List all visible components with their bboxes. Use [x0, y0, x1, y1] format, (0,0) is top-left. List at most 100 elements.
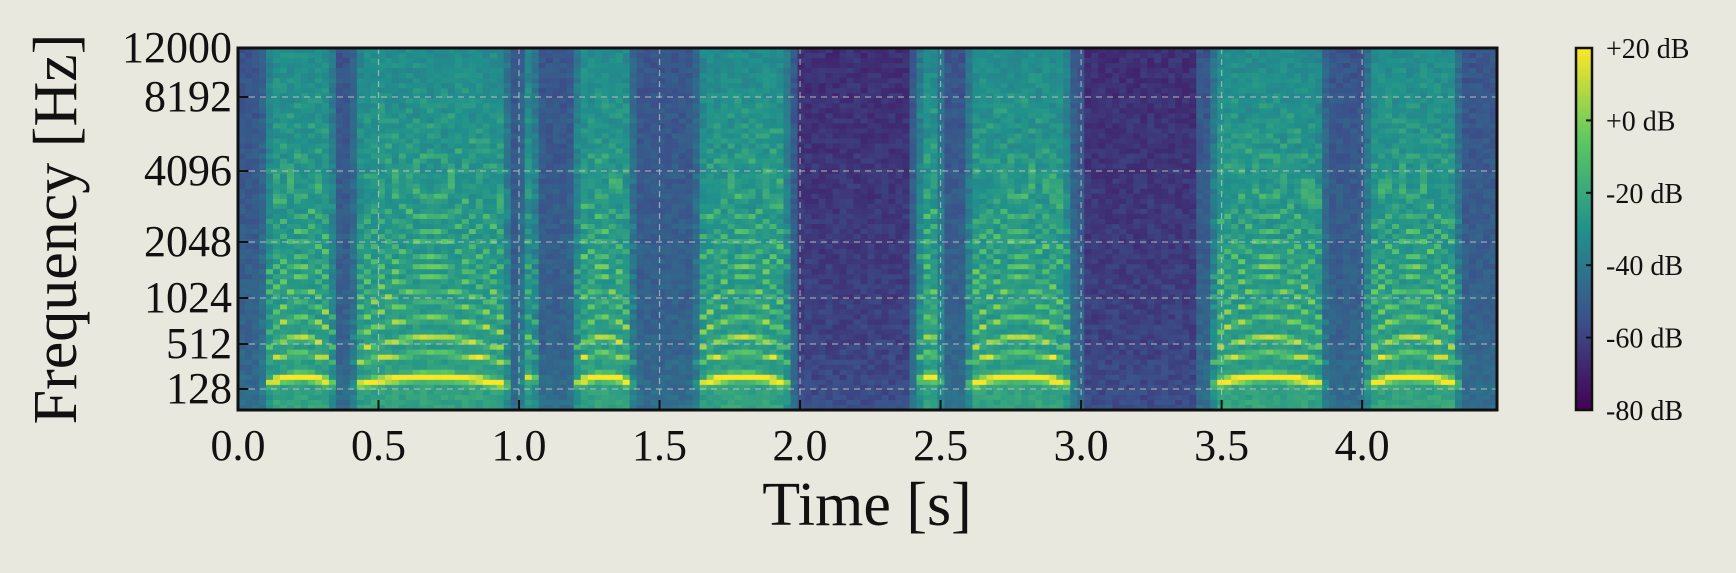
- heatmap-cell: [490, 164, 498, 170]
- heatmap-cell: [266, 375, 274, 381]
- heatmap-cell: [714, 224, 722, 230]
- heatmap-cell: [700, 63, 708, 69]
- heatmap-cell: [665, 53, 673, 59]
- heatmap-cell: [469, 118, 477, 124]
- heatmap-cell: [630, 199, 638, 205]
- heatmap-cell: [399, 345, 407, 351]
- heatmap-cell: [679, 108, 687, 114]
- heatmap-cell: [560, 370, 568, 376]
- heatmap-cell: [672, 325, 680, 331]
- heatmap-cell: [574, 113, 582, 119]
- heatmap-cell: [630, 58, 638, 64]
- heatmap-cell: [329, 108, 337, 114]
- heatmap-cell: [294, 375, 302, 381]
- heatmap-cell: [294, 108, 302, 114]
- heatmap-cell: [609, 294, 617, 300]
- heatmap-cell: [427, 254, 435, 260]
- heatmap-cell: [553, 249, 561, 255]
- heatmap-cell: [595, 164, 603, 170]
- heatmap-cell: [420, 269, 428, 275]
- heatmap-cell: [413, 234, 421, 240]
- heatmap-cell: [595, 309, 603, 315]
- heatmap-cell: [308, 269, 316, 275]
- heatmap-cell: [259, 98, 267, 104]
- heatmap-cell: [259, 179, 267, 185]
- heatmap-cell: [245, 244, 253, 250]
- heatmap-cell: [623, 53, 631, 59]
- heatmap-cell: [434, 184, 442, 190]
- heatmap-cell: [693, 325, 701, 331]
- heatmap-cell: [700, 164, 708, 170]
- heatmap-cell: [504, 360, 512, 366]
- heatmap-cell: [679, 219, 687, 225]
- heatmap-cell: [672, 320, 680, 326]
- heatmap-cell: [546, 149, 554, 155]
- heatmap-cell: [623, 325, 631, 331]
- heatmap-cell: [567, 184, 575, 190]
- heatmap-cell: [679, 214, 687, 220]
- heatmap-cell: [322, 199, 330, 205]
- heatmap-cell: [273, 345, 281, 351]
- heatmap-cell: [441, 209, 449, 215]
- heatmap-cell: [672, 214, 680, 220]
- heatmap-cell: [539, 224, 547, 230]
- heatmap-cell: [385, 294, 393, 300]
- heatmap-cell: [546, 314, 554, 320]
- heatmap-cell: [245, 330, 253, 336]
- heatmap-cell: [385, 179, 393, 185]
- heatmap-cell: [343, 244, 351, 250]
- heatmap-cell: [413, 154, 421, 160]
- heatmap-cell: [518, 395, 526, 401]
- heatmap-cell: [280, 330, 288, 336]
- heatmap-cell: [385, 259, 393, 265]
- heatmap-cell: [301, 370, 309, 376]
- heatmap-cell: [420, 113, 428, 119]
- heatmap-cell: [420, 224, 428, 230]
- heatmap-cell: [623, 355, 631, 361]
- heatmap-cell: [504, 234, 512, 240]
- heatmap-cell: [497, 289, 505, 295]
- heatmap-cell: [273, 284, 281, 290]
- heatmap-cell: [280, 118, 288, 124]
- heatmap-cell: [539, 144, 547, 150]
- heatmap-cell: [287, 269, 295, 275]
- heatmap-cell: [287, 360, 295, 366]
- heatmap-cell: [714, 254, 722, 260]
- heatmap-cell: [301, 390, 309, 396]
- heatmap-cell: [385, 249, 393, 255]
- heatmap-cell: [504, 63, 512, 69]
- heatmap-cell: [322, 309, 330, 315]
- heatmap-cell: [686, 269, 694, 275]
- heatmap-cell: [406, 350, 414, 356]
- heatmap-cell: [294, 219, 302, 225]
- heatmap-cell: [623, 224, 631, 230]
- heatmap-cell: [707, 199, 715, 205]
- heatmap-cell: [623, 144, 631, 150]
- heatmap-cell: [707, 254, 715, 260]
- heatmap-cell: [658, 314, 666, 320]
- heatmap-cell: [469, 304, 477, 310]
- heatmap-cell: [511, 390, 519, 396]
- heatmap-cell: [567, 325, 575, 331]
- heatmap-cell: [469, 385, 477, 391]
- heatmap-cell: [441, 154, 449, 160]
- heatmap-cell: [504, 133, 512, 139]
- heatmap-cell: [441, 219, 449, 225]
- heatmap-cell: [336, 88, 344, 94]
- heatmap-cell: [343, 58, 351, 64]
- heatmap-cell: [287, 299, 295, 305]
- heatmap-cell: [574, 154, 582, 160]
- heatmap-cell: [441, 299, 449, 305]
- heatmap-cell: [357, 214, 365, 220]
- heatmap-cell: [350, 244, 358, 250]
- heatmap-cell: [490, 254, 498, 260]
- heatmap-cell: [245, 299, 253, 305]
- heatmap-cell: [294, 325, 302, 331]
- heatmap-cell: [532, 360, 540, 366]
- heatmap-cell: [392, 244, 400, 250]
- heatmap-cell: [259, 93, 267, 99]
- heatmap-cell: [287, 365, 295, 371]
- heatmap-cell: [476, 314, 484, 320]
- heatmap-cell: [336, 53, 344, 59]
- heatmap-cell: [581, 385, 589, 391]
